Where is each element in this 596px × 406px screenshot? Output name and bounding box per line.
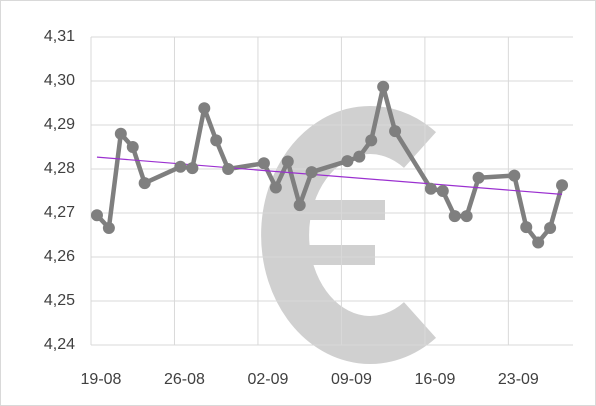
data-point <box>90 209 103 222</box>
x-tick-label: 02-09 <box>247 371 288 388</box>
data-point <box>448 210 461 223</box>
data-point <box>377 80 390 93</box>
data-point <box>472 171 485 184</box>
data-point <box>138 177 151 190</box>
data-point <box>353 150 366 163</box>
y-tick-label: 4,24 <box>44 336 75 353</box>
data-point <box>269 181 282 194</box>
data-point <box>341 155 354 168</box>
data-point <box>460 210 473 223</box>
x-tick-label: 19-08 <box>81 371 122 388</box>
data-point <box>114 127 127 140</box>
data-point <box>520 221 533 234</box>
data-point <box>102 221 115 234</box>
data-point <box>424 182 437 195</box>
data-point <box>436 185 449 197</box>
data-point <box>186 162 199 175</box>
euro-watermark <box>261 106 436 364</box>
data-point <box>532 236 545 249</box>
data-point <box>222 163 235 175</box>
x-tick-label: 23-09 <box>498 371 539 388</box>
data-point <box>365 134 378 147</box>
x-tick-label: 09-09 <box>331 371 372 388</box>
data-point <box>556 179 569 192</box>
data-point <box>508 169 521 182</box>
x-tick-label: 26-08 <box>164 371 205 388</box>
data-point <box>257 157 270 170</box>
data-point <box>293 199 306 212</box>
data-point <box>210 134 223 147</box>
data-point <box>389 125 402 138</box>
y-tick-label: 4,31 <box>44 28 75 45</box>
data-point <box>305 166 318 179</box>
data-point <box>174 160 187 173</box>
trendline <box>96 156 563 195</box>
data-point <box>198 102 211 115</box>
y-tick-label: 4,29 <box>44 116 75 133</box>
data-point <box>281 155 294 168</box>
y-tick-label: 4,25 <box>44 292 75 309</box>
x-tick-label: 16-09 <box>414 371 455 388</box>
y-tick-label: 4,26 <box>44 248 75 265</box>
y-tick-label: 4,27 <box>44 204 75 221</box>
y-tick-label: 4,28 <box>44 160 75 177</box>
data-point <box>126 141 139 153</box>
data-point <box>544 221 557 234</box>
y-tick-label: 4,30 <box>44 72 75 89</box>
